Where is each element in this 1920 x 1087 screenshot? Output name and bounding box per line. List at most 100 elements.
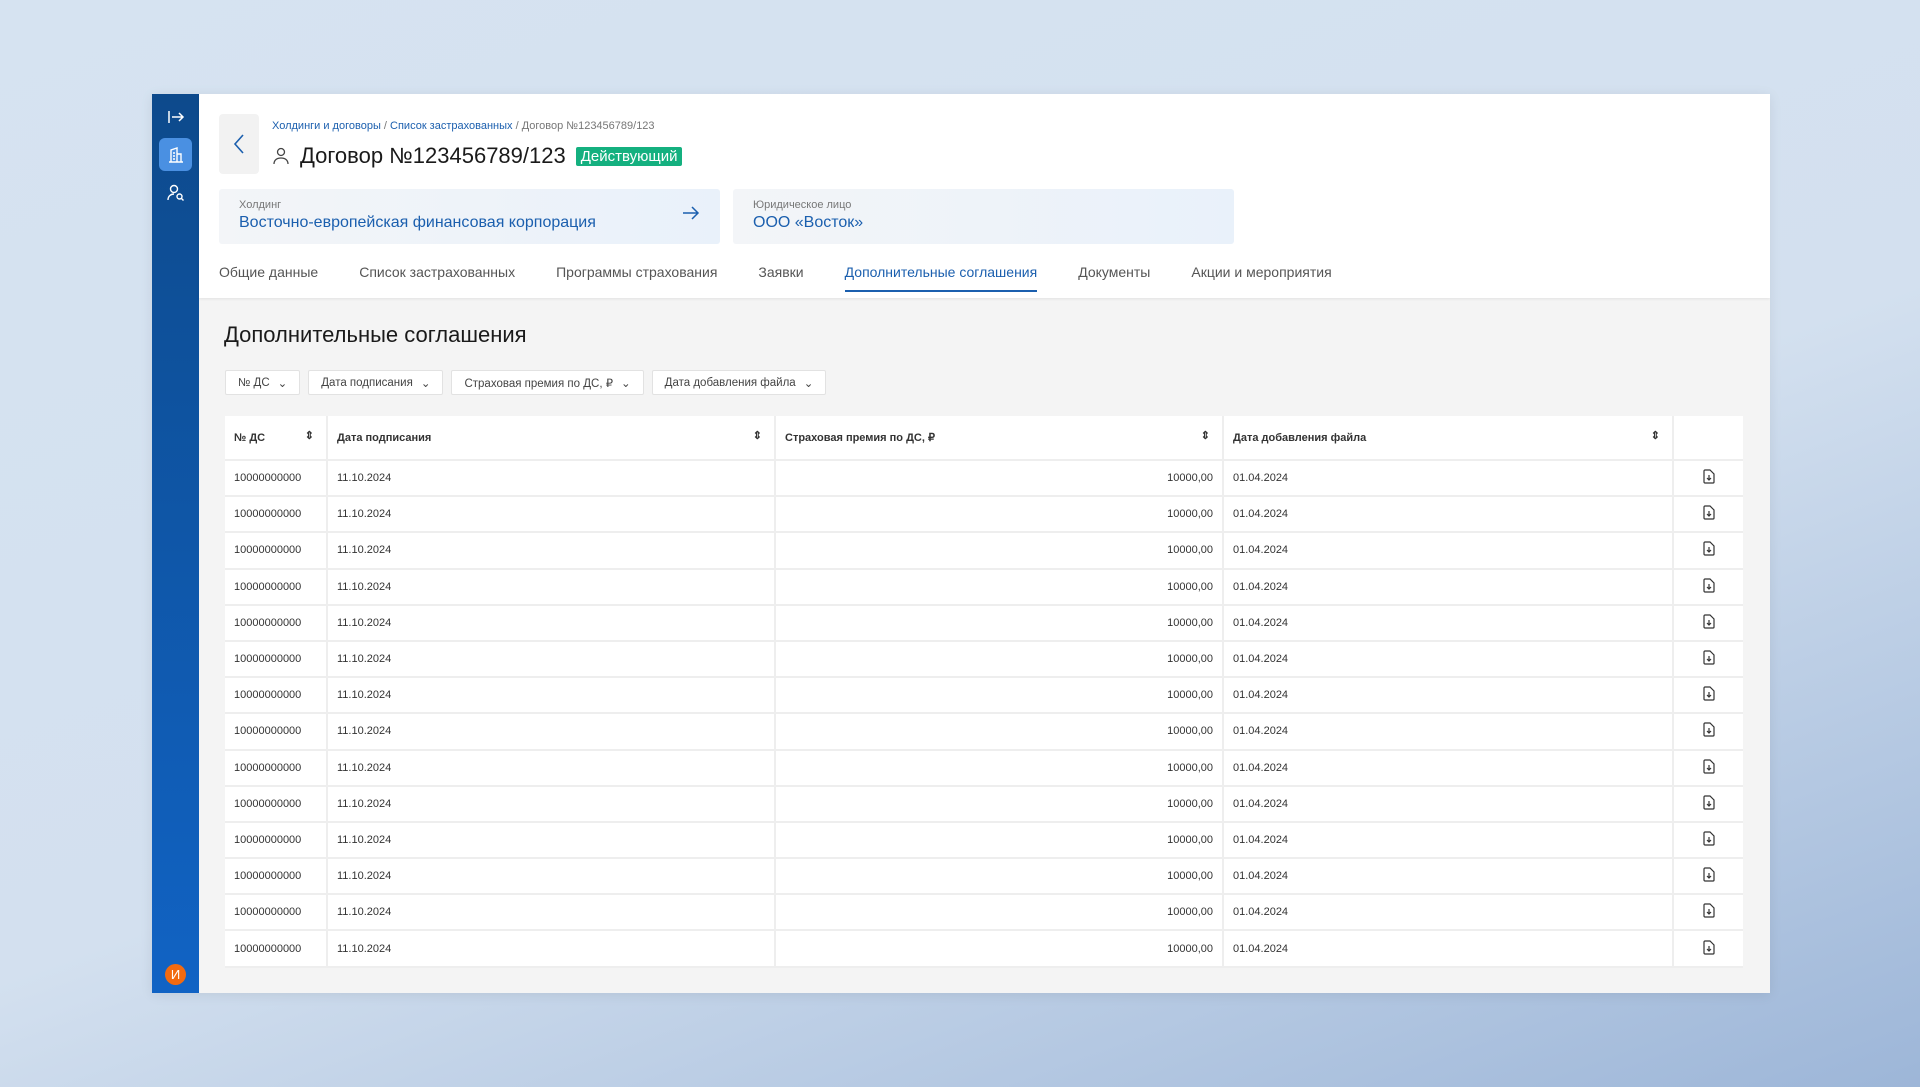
cell-number: 10000000000 xyxy=(225,930,327,968)
download-cell xyxy=(1672,568,1743,606)
cell-number: 10000000000 xyxy=(225,713,327,751)
table-row: 10000000000 11.10.2024 10000,00 01.04.2024 xyxy=(225,749,1743,787)
tab-documents[interactable]: Документы xyxy=(1078,264,1151,280)
breadcrumb: Холдинги и договоры / Список застрахован… xyxy=(272,120,655,132)
agreements-table: № ДС ⇕ Дата подписания ⇕ Страховая премия … xyxy=(225,416,1743,968)
sort-icon[interactable]: ⇕ xyxy=(1650,430,1660,442)
tab-promotions[interactable]: Акции и мероприятия xyxy=(1191,264,1332,280)
cell-sign-date: 11.10.2024 xyxy=(326,604,775,642)
avatar[interactable]: И xyxy=(165,964,186,985)
cell-sign-date: 11.10.2024 xyxy=(326,532,775,570)
filter-label: № ДС xyxy=(238,376,270,389)
tab-insured-list[interactable]: Список застрахованных xyxy=(359,264,516,280)
cell-number: 10000000000 xyxy=(225,858,327,896)
building-icon[interactable] xyxy=(159,138,192,171)
column-header-sign-date[interactable]: Дата подписания ⇕ xyxy=(326,416,775,461)
cell-file-date: 01.04.2024 xyxy=(1222,785,1673,823)
cell-premium: 10000,00 xyxy=(774,930,1223,968)
cell-premium: 10000,00 xyxy=(774,532,1223,570)
tab-general[interactable]: Общие данные xyxy=(219,264,319,280)
cell-file-date: 01.04.2024 xyxy=(1222,496,1673,534)
table-row: 10000000000 11.10.2024 10000,00 01.04.2024 xyxy=(225,858,1743,896)
arrow-right-icon[interactable] xyxy=(682,206,700,220)
cell-file-date: 01.04.2024 xyxy=(1222,532,1673,570)
cell-sign-date: 11.10.2024 xyxy=(326,713,775,751)
table-row: 10000000000 11.10.2024 10000,00 01.04.2024 xyxy=(225,930,1743,968)
cell-sign-date: 11.10.2024 xyxy=(326,930,775,968)
app-window: И Холдинги и договоры / Список застрахов… xyxy=(152,94,1770,993)
collapse-icon[interactable] xyxy=(159,100,192,133)
table-row: 10000000000 11.10.2024 10000,00 01.04.2024 xyxy=(225,677,1743,715)
cell-premium: 10000,00 xyxy=(774,894,1223,932)
cell-number: 10000000000 xyxy=(225,532,327,570)
file-download-icon[interactable] xyxy=(1702,541,1715,557)
tab-programs[interactable]: Программы страхования xyxy=(556,264,718,280)
cell-premium: 10000,00 xyxy=(774,496,1223,534)
download-cell xyxy=(1672,640,1743,679)
file-download-icon[interactable] xyxy=(1702,469,1715,484)
breadcrumb-current: Договор №123456789/123 xyxy=(521,120,655,132)
cell-file-date: 01.04.2024 xyxy=(1222,640,1673,679)
person-icon xyxy=(273,147,289,165)
table-row: 10000000000 11.10.2024 10000,00 01.04.2024 xyxy=(225,568,1743,606)
filter-premium[interactable]: Страховая премия по ДС, ₽ ⌄ xyxy=(451,370,644,395)
tab-agreements[interactable]: Дополнительные соглашения xyxy=(844,264,1038,292)
cell-file-date: 01.04.2024 xyxy=(1222,677,1673,715)
file-download-icon[interactable] xyxy=(1702,831,1715,846)
column-header-actions xyxy=(1672,416,1743,461)
cell-premium: 10000,00 xyxy=(774,858,1223,896)
file-download-icon[interactable] xyxy=(1702,722,1715,738)
table-row: 10000000000 11.10.2024 10000,00 01.04.2024 xyxy=(225,785,1743,823)
cell-premium: 10000,00 xyxy=(774,677,1223,715)
download-cell xyxy=(1672,821,1743,860)
filter-number[interactable]: № ДС ⌄ xyxy=(225,370,301,395)
filter-sign-date[interactable]: Дата подписания ⌄ xyxy=(308,370,444,395)
cell-file-date: 01.04.2024 xyxy=(1222,930,1673,968)
column-header-premium[interactable]: Страховая премия по ДС, ₽ ⇕ xyxy=(774,416,1223,461)
tab-requests[interactable]: Заявки xyxy=(758,264,804,280)
cell-file-date: 01.04.2024 xyxy=(1222,460,1673,498)
file-download-icon[interactable] xyxy=(1702,578,1715,593)
file-download-icon[interactable] xyxy=(1702,614,1715,629)
cell-sign-date: 11.10.2024 xyxy=(326,460,775,498)
download-cell xyxy=(1672,677,1743,715)
filter-file-date[interactable]: Дата добавления файла ⌄ xyxy=(651,370,827,395)
back-button[interactable] xyxy=(219,114,259,174)
file-download-icon[interactable] xyxy=(1702,867,1715,882)
breadcrumb-link[interactable]: Список застрахованных xyxy=(390,120,513,132)
file-download-icon[interactable] xyxy=(1702,650,1715,665)
file-download-icon[interactable] xyxy=(1702,795,1715,810)
filter-bar: № ДС ⌄ Дата подписания ⌄ Страховая премия … xyxy=(225,370,827,395)
cell-sign-date: 11.10.2024 xyxy=(326,677,775,715)
download-cell xyxy=(1672,930,1743,968)
cell-premium: 10000,00 xyxy=(774,785,1223,823)
page-title: Договор №123456789/123 xyxy=(300,143,566,168)
legal-entity-card: Юридическое лицо ООО «Восток» xyxy=(733,189,1234,244)
file-download-icon[interactable] xyxy=(1702,903,1715,918)
user-search-icon[interactable] xyxy=(159,176,192,209)
cell-file-date: 01.04.2024 xyxy=(1222,858,1673,896)
cell-number: 10000000000 xyxy=(225,496,327,534)
download-cell xyxy=(1672,713,1743,751)
file-download-icon[interactable] xyxy=(1702,939,1715,955)
breadcrumb-link[interactable]: Холдинги и договоры xyxy=(272,120,381,132)
cell-premium: 10000,00 xyxy=(774,568,1223,606)
cell-premium: 10000,00 xyxy=(774,749,1223,787)
file-download-icon[interactable] xyxy=(1702,505,1715,520)
sidebar: И xyxy=(152,94,199,993)
tab-bar: Общие данные Список застрахованных Прогр… xyxy=(219,264,1332,292)
download-cell xyxy=(1672,496,1743,534)
holding-card[interactable]: Холдинг Восточно-европейская финансовая … xyxy=(219,189,720,244)
column-header-file-date[interactable]: Дата добавления файла ⇕ xyxy=(1222,416,1673,461)
table-row: 10000000000 11.10.2024 10000,00 01.04.2024 xyxy=(225,713,1743,751)
cell-sign-date: 11.10.2024 xyxy=(326,785,775,823)
column-header-number[interactable]: № ДС ⇕ xyxy=(225,416,327,461)
table-row: 10000000000 11.10.2024 10000,00 01.04.2024 xyxy=(225,821,1743,860)
sort-icon[interactable]: ⇕ xyxy=(1200,430,1210,442)
file-download-icon[interactable] xyxy=(1702,758,1715,774)
sort-icon[interactable]: ⇕ xyxy=(752,430,762,442)
sort-icon[interactable]: ⇕ xyxy=(304,430,314,442)
cell-file-date: 01.04.2024 xyxy=(1222,568,1673,606)
holding-label: Холдинг xyxy=(239,199,282,211)
file-download-icon[interactable] xyxy=(1702,686,1715,701)
